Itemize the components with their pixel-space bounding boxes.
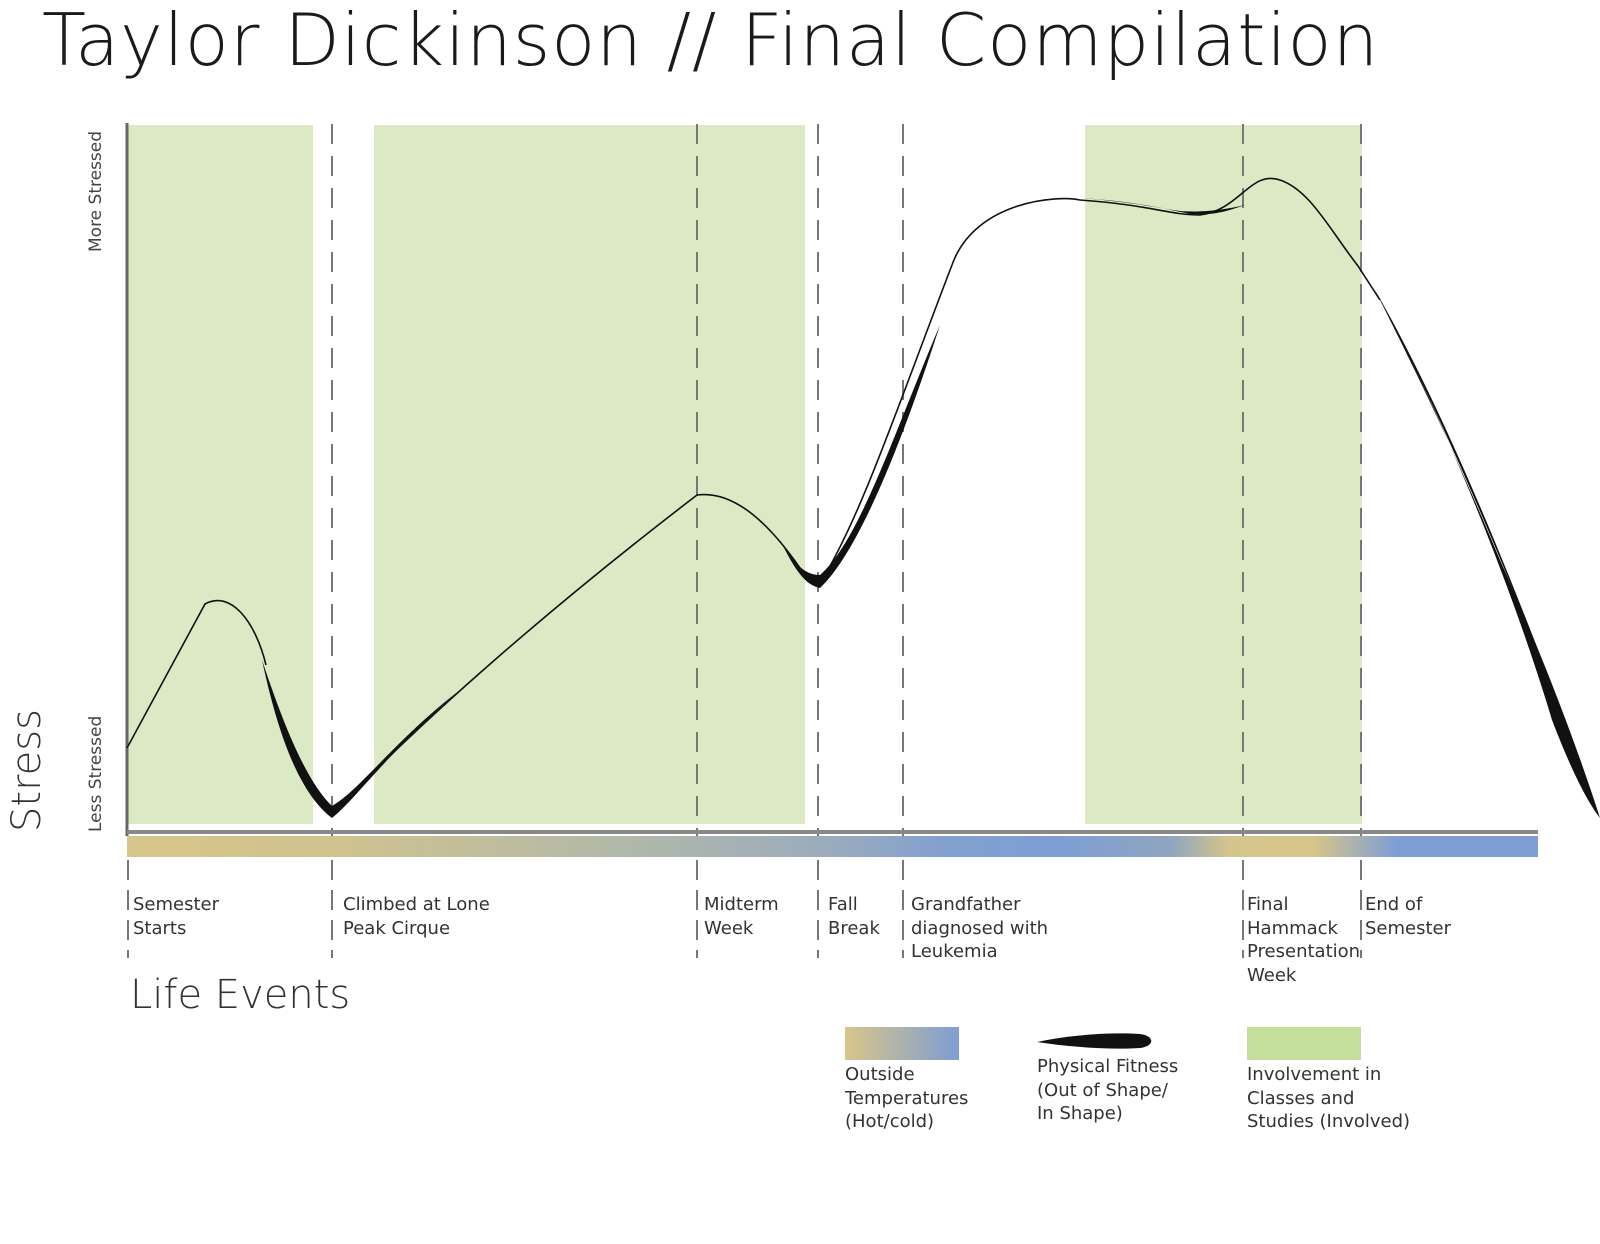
fitness-segment xyxy=(262,660,460,818)
x-axis-title: Life Events xyxy=(130,972,351,1018)
event-label: Fall Break xyxy=(828,894,880,939)
legend-temperature-label: Outside Temperatures (Hot/cold) xyxy=(845,1064,969,1132)
y-tick-low: Less Stressed xyxy=(86,715,106,832)
involvement-period xyxy=(374,125,805,824)
legend-fitness-label: Physical Fitness (Out of Shape/ In Shape… xyxy=(1037,1056,1179,1124)
event-label: Final Hammack Presentation Week xyxy=(1247,894,1361,986)
legend-involvement-swatch xyxy=(1247,1027,1361,1060)
temperature-bar xyxy=(127,836,1538,857)
event-label: Midterm Week xyxy=(704,894,779,939)
fitness-segment xyxy=(1082,198,1245,215)
chart-title: Taylor Dickinson // Final Compilation xyxy=(42,0,1380,82)
involvement-period xyxy=(1085,125,1362,824)
event-ticks xyxy=(127,860,1362,958)
involvement-periods xyxy=(128,125,1362,824)
event-lines xyxy=(331,124,1362,836)
fitness-segment xyxy=(1375,290,1600,818)
event-label: Semester Starts xyxy=(133,894,220,939)
y-tick-high: More Stressed xyxy=(86,130,106,252)
legend-fitness-swatch xyxy=(1037,1033,1152,1049)
y-axis-title: Stress xyxy=(4,709,50,832)
event-label: End of Semester xyxy=(1365,894,1452,939)
event-label: Climbed at Lone Peak Cirque xyxy=(343,894,490,939)
event-label: Grandfather diagnosed with Leukemia xyxy=(911,894,1049,962)
involvement-period xyxy=(128,125,313,824)
legend-involvement-label: Involvement in Classes and Studies (Invo… xyxy=(1247,1064,1411,1132)
legend-temperature-swatch xyxy=(845,1027,959,1060)
